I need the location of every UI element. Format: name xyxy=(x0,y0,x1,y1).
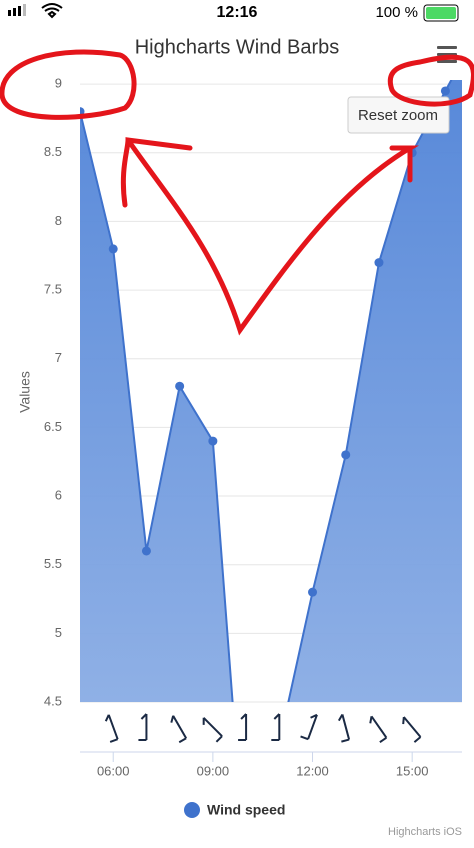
legend-item[interactable]: Wind speed xyxy=(184,802,285,818)
wind-barb xyxy=(238,714,246,740)
y-tick-label: 5.5 xyxy=(44,556,62,571)
chart-title: Highcharts Wind Barbs xyxy=(135,36,340,58)
signal xyxy=(13,8,16,16)
red-circle xyxy=(2,52,134,117)
y-tick-label: 6.5 xyxy=(44,419,62,434)
x-tick-label: 15:00 xyxy=(396,763,429,778)
point xyxy=(142,546,151,555)
point xyxy=(109,244,118,253)
wind-barb xyxy=(271,714,279,740)
wind-barb xyxy=(138,714,146,740)
clock: 12:16 xyxy=(217,4,258,21)
point xyxy=(175,382,184,391)
signal xyxy=(8,10,11,16)
button-label: Reset zoom xyxy=(358,107,438,124)
wind-barb xyxy=(166,716,186,743)
point xyxy=(374,258,383,267)
y-axis-label: Values xyxy=(17,371,33,413)
wind-barb xyxy=(335,714,349,741)
y-tick-label: 5 xyxy=(55,625,62,640)
wind-barb xyxy=(101,715,117,742)
x-tick-label: 06:00 xyxy=(97,763,130,778)
credits: Highcharts iOS xyxy=(388,826,462,838)
point xyxy=(208,437,217,446)
point xyxy=(441,86,450,95)
signal xyxy=(23,4,26,16)
x-tick-label: 09:00 xyxy=(197,763,230,778)
y-tick-label: 6 xyxy=(55,487,62,502)
y-tick-label: 8.5 xyxy=(44,144,62,159)
wind-barb xyxy=(301,712,317,739)
point xyxy=(308,588,317,597)
point xyxy=(341,450,350,459)
wind-barb xyxy=(198,718,222,742)
wind-barb xyxy=(398,717,421,742)
y-tick-label: 7 xyxy=(55,350,62,365)
battery-level xyxy=(426,7,456,19)
y-tick-label: 7.5 xyxy=(44,282,62,297)
legend-label: Wind speed xyxy=(207,802,285,818)
signal xyxy=(18,6,21,16)
wifi-icon xyxy=(42,4,62,17)
status-bar: 12:16 100 % xyxy=(8,4,458,21)
menu-bar xyxy=(437,46,457,49)
y-tick-label: 8 xyxy=(55,213,62,228)
battery-text: 100 % xyxy=(375,4,418,21)
wind-barb xyxy=(365,716,386,742)
red-arrows xyxy=(123,140,410,330)
y-tick-label: 4.5 xyxy=(44,693,62,708)
x-tick-label: 12:00 xyxy=(296,763,329,778)
y-tick-label: 9 xyxy=(55,76,62,91)
legend-symbol xyxy=(184,802,200,818)
